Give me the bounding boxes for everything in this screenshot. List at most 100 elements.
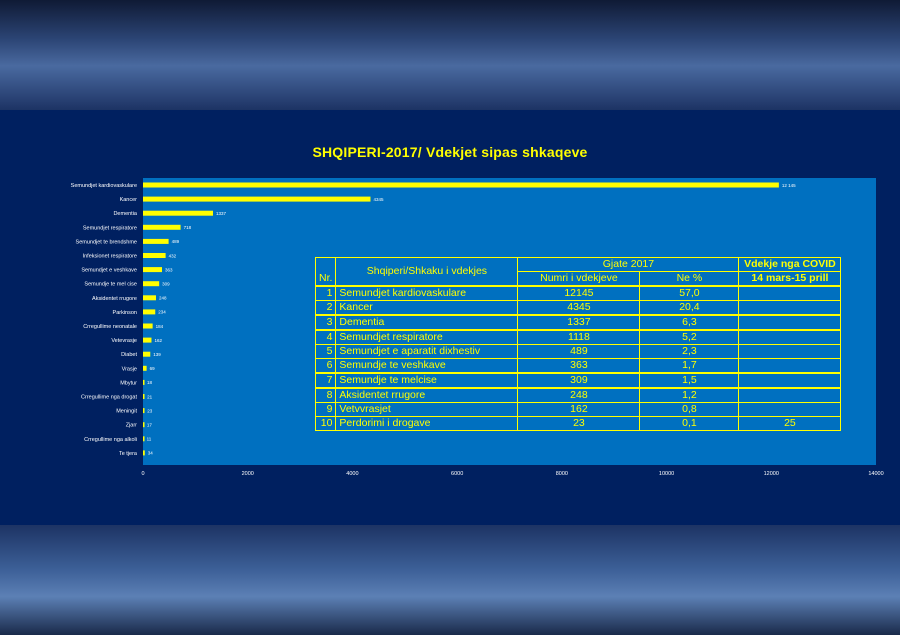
- data-label: 309: [162, 282, 170, 287]
- row-covid: [738, 402, 842, 417]
- col-pct-header: Ne %: [639, 271, 740, 287]
- bar: [143, 224, 181, 230]
- table-header-row-2: Numri i vdekjeve Ne % 14 mars-15 prill: [316, 271, 842, 287]
- category-label: Parkinson: [113, 310, 137, 316]
- row-percent: 1,5: [639, 372, 740, 389]
- data-label: 139: [153, 352, 161, 357]
- row-number: 2: [314, 300, 337, 316]
- category-label: Diabet: [121, 352, 137, 358]
- table-row: 2 Kancer 4345 20,4: [314, 300, 842, 316]
- deaths-table: Nr. Shqiperi/Shkaku i vdekjes Gjate 2017…: [314, 257, 842, 431]
- row-covid: [738, 329, 842, 345]
- row-cause: Semundje te melcise: [335, 372, 519, 389]
- bar: [143, 253, 166, 258]
- row-cause: Dementia: [335, 314, 519, 331]
- data-label: 184: [156, 324, 164, 329]
- slide: SHQIPERI-2017/ Vdekjet sipas shkaqeve Se…: [0, 110, 900, 525]
- table-row: 3 Dementia 1337 6,3: [314, 314, 842, 331]
- data-label: 34: [148, 451, 154, 456]
- blurred-bottom-band: [0, 525, 900, 635]
- row-covid: [738, 314, 842, 331]
- x-tick-label: 2000: [242, 471, 254, 477]
- covid-subheader: 14 mars-15 prill: [738, 271, 842, 287]
- data-label: 248: [159, 296, 167, 301]
- data-label: 1337: [216, 211, 227, 216]
- category-label: Semundjet respiratore: [83, 225, 137, 231]
- table-row: 6 Semundje te veshkave 363 1,7: [314, 358, 842, 374]
- category-label: Vrasje: [122, 366, 137, 372]
- data-label: 234: [158, 310, 166, 315]
- data-label: 432: [169, 253, 177, 258]
- bar: [143, 281, 160, 287]
- data-label: 489: [172, 239, 180, 244]
- row-cause: Kancer: [335, 300, 519, 316]
- row-cause: Semundje te veshkave: [335, 358, 519, 374]
- row-number: 1: [314, 285, 337, 301]
- row-cause: Vetvvrasjet: [335, 402, 519, 417]
- category-label: Crregullime nga alkoli: [84, 437, 137, 443]
- row-percent: 2,3: [639, 344, 740, 359]
- data-label: 718: [184, 225, 192, 230]
- category-label: Te tjera: [119, 451, 138, 457]
- table-row: 10 Perdorimi i drogave 23 0,1 25: [314, 416, 842, 431]
- col-nr-header: Nr.: [314, 257, 337, 287]
- covid-header-line1: Vdekje nga COVID: [744, 258, 836, 270]
- row-percent: 0,8: [639, 402, 740, 417]
- row-percent: 20,4: [639, 300, 740, 316]
- row-number: 5: [314, 344, 337, 359]
- table-row: 1 Semundjet kardiovaskulare 12145 57,0: [314, 285, 842, 301]
- col-name-header: Shqiperi/Shkaku i vdekjes: [335, 257, 519, 287]
- row-number: 6: [314, 358, 337, 374]
- row-percent: 1,7: [639, 358, 740, 374]
- x-tick-label: 4000: [346, 471, 358, 477]
- row-number: 8: [314, 387, 337, 403]
- data-label: 12 145: [782, 183, 796, 188]
- x-tick-label: 14000: [868, 471, 883, 477]
- bar: [143, 408, 145, 414]
- table-row: 4 Semundjet respiratore 1118 5,2: [314, 329, 842, 345]
- row-number: 10: [314, 416, 337, 431]
- row-covid: [738, 285, 842, 301]
- category-label: Semundjet kardiovaskulare: [71, 183, 137, 189]
- row-count: 309: [517, 372, 641, 389]
- data-label: 23: [147, 408, 153, 413]
- category-label: Zjarr: [126, 423, 137, 429]
- bar: [143, 422, 145, 428]
- table-header-row-1: Nr. Shqiperi/Shkaku i vdekjes Gjate 2017…: [314, 257, 842, 287]
- row-covid: [738, 358, 842, 374]
- row-covid: [738, 387, 842, 403]
- category-label: Dementia: [113, 211, 137, 217]
- row-count: 1337: [517, 314, 641, 331]
- data-label: 18: [147, 380, 153, 385]
- row-percent: 0,1: [639, 416, 740, 431]
- table-row: 7 Semundje te melcise 309 1,5: [314, 372, 842, 389]
- category-label: Crregullime neonatale: [83, 324, 137, 330]
- bar: [143, 337, 152, 343]
- row-percent: 1,2: [639, 387, 740, 403]
- x-tick-label: 0: [141, 471, 144, 477]
- data-label: 11: [147, 437, 152, 442]
- data-label: 17: [147, 423, 153, 428]
- bar: [143, 450, 145, 456]
- bar: [143, 436, 145, 442]
- category-label: Vetevrasje: [111, 338, 137, 344]
- data-label: 21: [147, 394, 153, 399]
- row-count: 489: [517, 344, 641, 359]
- row-percent: 6,3: [639, 314, 740, 331]
- row-number: 7: [314, 372, 337, 389]
- bar: [143, 365, 147, 371]
- row-cause: Semundjet respiratore: [335, 329, 519, 345]
- col-count-header: Numri i vdekjeve: [517, 271, 641, 287]
- x-tick-label: 10000: [659, 471, 674, 477]
- row-count: 248: [517, 387, 641, 403]
- x-tick-label: 6000: [451, 471, 463, 477]
- table-row: 8 Aksidentet rrugore 248 1,2: [314, 387, 842, 403]
- row-percent: 57,0: [639, 285, 740, 301]
- bar: [143, 394, 145, 399]
- category-label: Kancer: [120, 197, 138, 203]
- bar: [143, 295, 156, 301]
- category-label: Infeksionet respiratore: [83, 254, 137, 260]
- row-count: 363: [517, 358, 641, 374]
- bar: [143, 182, 779, 188]
- bar: [143, 267, 163, 273]
